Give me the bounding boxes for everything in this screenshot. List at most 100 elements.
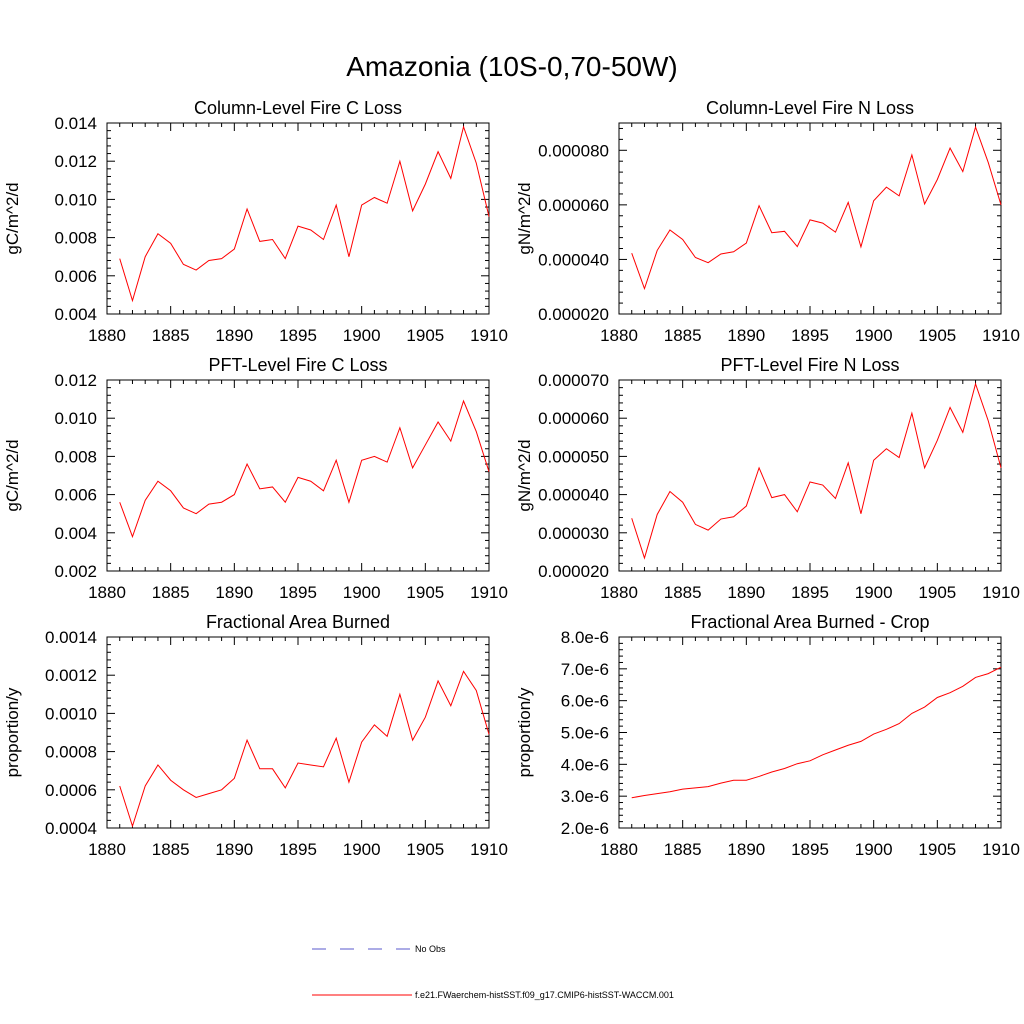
y-tick-label: 0.006 <box>54 486 97 505</box>
plot-frame <box>106 636 490 829</box>
plot-frame <box>618 379 1002 572</box>
x-tick-label: 1880 <box>600 326 638 345</box>
y-tick-label: 0.0004 <box>45 819 97 838</box>
y-tick-label: 4.0e-6 <box>561 755 609 774</box>
x-tick-label: 1885 <box>664 326 702 345</box>
x-tick-label: 1890 <box>727 583 765 602</box>
y-axis-label: proportion/y <box>3 687 22 777</box>
x-tick-label: 1905 <box>406 583 444 602</box>
chart-panels: 1880 1885 1890 1895 1900 1905 1910 0.004 0.006 0.… <box>3 98 1020 859</box>
x-tick-label: 1890 <box>215 326 253 345</box>
x-tick-label: 1900 <box>343 840 381 859</box>
y-tick-label: 0.012 <box>54 152 97 171</box>
series-line <box>119 670 490 828</box>
y-tick-label: 0.014 <box>54 114 97 133</box>
x-tick-label: 1905 <box>406 840 444 859</box>
x-tick-label: 1895 <box>791 326 829 345</box>
x-tick-label: 1900 <box>855 326 893 345</box>
series-line <box>119 125 490 303</box>
y-tick-label: 0.012 <box>54 371 97 390</box>
x-tick-label: 1880 <box>600 840 638 859</box>
y-tick-label: 6.0e-6 <box>561 692 609 711</box>
y-tick-label: 0.0010 <box>45 704 97 723</box>
x-tick-label: 1885 <box>152 326 190 345</box>
panel-title: Fractional Area Burned - Crop <box>690 612 929 632</box>
panel-title: Fractional Area Burned <box>206 612 390 632</box>
chart-panel-2: 1880 1885 1890 1895 1900 1905 1910 0.000020 0.00… <box>515 98 1020 345</box>
y-tick-label: 0.008 <box>54 447 97 466</box>
x-tick-label: 1905 <box>918 583 956 602</box>
x-tick-label: 1880 <box>88 583 126 602</box>
y-axis-label: gC/m^2/d <box>3 439 22 511</box>
y-tick-label: 0.0014 <box>45 628 97 647</box>
y-tick-label: 0.004 <box>54 305 97 324</box>
x-tick-label: 1880 <box>88 326 126 345</box>
x-tick-label: 1890 <box>727 840 765 859</box>
x-tick-label: 1910 <box>982 326 1020 345</box>
x-tick-label: 1890 <box>215 840 253 859</box>
y-axis-label: gN/m^2/d <box>515 439 534 511</box>
chart-panel-5: 1880 1885 1890 1895 1900 1905 1910 0.0004 0.0006… <box>3 612 508 859</box>
y-tick-label: 7.0e-6 <box>561 660 609 679</box>
x-tick-label: 1890 <box>215 583 253 602</box>
y-tick-label: 0.004 <box>54 524 97 543</box>
series-line <box>631 125 1002 291</box>
panel-title: PFT-Level Fire C Loss <box>208 355 387 375</box>
chart-panel-4: 1880 1885 1890 1895 1900 1905 1910 0.000020 0.00… <box>515 355 1020 602</box>
legend-label-no-obs: No Obs <box>415 944 446 954</box>
x-tick-label: 1910 <box>982 840 1020 859</box>
panel-title: Column-Level Fire C Loss <box>194 98 402 118</box>
chart-panel-1: 1880 1885 1890 1895 1900 1905 1910 0.004 0.006 0.… <box>3 98 508 345</box>
x-tick-label: 1890 <box>727 326 765 345</box>
y-tick-label: 0.000070 <box>538 371 609 390</box>
x-tick-label: 1910 <box>470 840 508 859</box>
y-tick-label: 0.0006 <box>45 781 97 800</box>
y-tick-label: 2.0e-6 <box>561 819 609 838</box>
y-tick-label: 0.0008 <box>45 743 97 762</box>
x-tick-label: 1900 <box>343 583 381 602</box>
x-tick-label: 1880 <box>600 583 638 602</box>
y-tick-label: 0.000050 <box>538 447 609 466</box>
y-tick-label: 8.0e-6 <box>561 628 609 647</box>
legend-label-model-run: f.e21.FWaerchem-histSST.f09_g17.CMIP6-hi… <box>415 990 674 1000</box>
x-tick-label: 1905 <box>918 326 956 345</box>
y-tick-label: 0.000030 <box>538 524 609 543</box>
y-axis-label: gN/m^2/d <box>515 182 534 254</box>
y-tick-label: 5.0e-6 <box>561 724 609 743</box>
x-tick-label: 1895 <box>279 583 317 602</box>
x-tick-label: 1895 <box>791 583 829 602</box>
panel-title: PFT-Level Fire N Loss <box>720 355 899 375</box>
series-line <box>119 399 490 539</box>
y-tick-label: 0.000060 <box>538 409 609 428</box>
x-tick-label: 1880 <box>88 840 126 859</box>
plot-frame <box>618 636 1002 829</box>
plot-frame <box>106 122 490 315</box>
figure-title: Amazonia (10S-0,70-50W) <box>346 51 677 82</box>
plot-frame <box>106 379 490 572</box>
chart-panel-6: 1880 1885 1890 1895 1900 1905 1910 2.0e-6 3.0e-6… <box>515 612 1020 859</box>
x-tick-label: 1900 <box>855 840 893 859</box>
y-tick-label: 0.000060 <box>538 196 609 215</box>
plot-frame <box>618 122 1002 315</box>
y-tick-label: 0.000020 <box>538 562 609 581</box>
x-tick-label: 1910 <box>982 583 1020 602</box>
y-tick-label: 0.000080 <box>538 141 609 160</box>
y-tick-label: 0.002 <box>54 562 97 581</box>
y-tick-label: 0.006 <box>54 267 97 286</box>
x-tick-label: 1885 <box>152 583 190 602</box>
x-tick-label: 1885 <box>664 583 702 602</box>
series-line <box>631 382 1002 560</box>
y-axis-label: proportion/y <box>515 687 534 777</box>
x-tick-label: 1895 <box>279 326 317 345</box>
x-tick-label: 1895 <box>279 840 317 859</box>
y-tick-label: 0.000020 <box>538 305 609 324</box>
x-tick-label: 1900 <box>343 326 381 345</box>
x-tick-label: 1910 <box>470 583 508 602</box>
y-axis-label: gC/m^2/d <box>3 182 22 254</box>
y-tick-label: 0.0012 <box>45 666 97 685</box>
y-tick-label: 0.000040 <box>538 486 609 505</box>
panel-title: Column-Level Fire N Loss <box>706 98 914 118</box>
legend: No Obs f.e21.FWaerchem-histSST.f09_g17.C… <box>312 944 674 1000</box>
x-tick-label: 1910 <box>470 326 508 345</box>
x-tick-label: 1900 <box>855 583 893 602</box>
